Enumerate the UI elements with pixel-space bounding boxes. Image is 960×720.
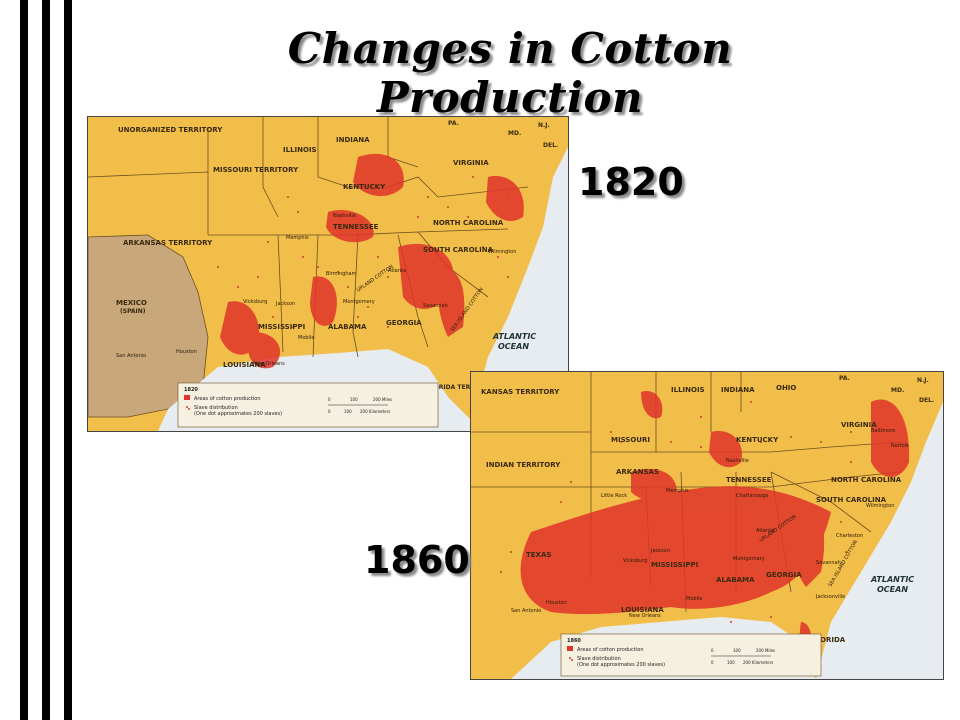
city-label: Houston [546, 600, 567, 606]
state-label: TENNESSEE [726, 476, 772, 484]
city-label: San Antonio [116, 353, 146, 359]
city-label: Jackson [275, 301, 295, 307]
state-label: NORTH CAROLINA [831, 476, 902, 484]
state-label: ALABAMA [328, 323, 367, 331]
city-label: Little Rock [601, 493, 627, 499]
city-label: New Orleans [629, 613, 661, 619]
state-label: MEXICO [116, 299, 147, 307]
state-label: TENNESSEE [333, 223, 379, 231]
city-label: Savannah [423, 303, 448, 309]
scale-label: 100 [733, 648, 741, 653]
city-label: Montgomery [343, 299, 375, 305]
decorative-bar-3 [64, 0, 72, 720]
city-label: Jackson [650, 548, 670, 554]
state-label: MISSOURI TERRITORY [213, 166, 299, 174]
state-label: INDIANA [336, 136, 370, 144]
city-label: Vicksburg [243, 299, 267, 305]
city-label: Chattanooga [736, 493, 768, 499]
state-label: ALABAMA [716, 576, 755, 584]
state-label: INDIAN TERRITORY [486, 461, 561, 469]
scale-label: 100 [350, 397, 358, 402]
city-label: San Antonio [511, 608, 541, 614]
slide-title: Changes in Cotton Production [150, 24, 870, 122]
state-label: KENTUCKY [736, 436, 779, 444]
decorative-bar-2 [42, 0, 50, 720]
map-1860-svg: KANSAS TERRITORY ILLINOIS INDIANA OHIO P… [471, 372, 943, 679]
decorative-bar-1 [20, 0, 28, 720]
map-1860-legend: 1860 Areas of cotton production Slave di… [561, 634, 821, 676]
city-label: Memphis [666, 488, 689, 494]
city-label: New Orleans [253, 361, 285, 367]
scale-label: 200 Miles [756, 648, 775, 653]
city-label: Memphis [286, 235, 309, 241]
ocean-label: OCEAN [877, 585, 908, 594]
city-label: Wilmington [866, 503, 894, 509]
legend-year: 1820 [184, 387, 198, 393]
state-label: (SPAIN) [120, 308, 146, 315]
city-label: Birmingham [326, 271, 357, 277]
city-label: Charleston [836, 533, 863, 539]
city-label: Vicksburg [623, 558, 647, 564]
state-label: GEORGIA [386, 319, 422, 327]
state-label: DEL. [919, 397, 934, 404]
legend-year: 1860 [567, 638, 581, 644]
city-label: Montgomery [733, 556, 765, 562]
city-label: Norfolk [891, 443, 909, 449]
ocean-label: ATLANTIC [870, 575, 914, 584]
ocean-label: OCEAN [498, 342, 529, 351]
scale-label: 200 Miles [373, 397, 392, 402]
state-label: MISSISSIPPI [651, 561, 698, 569]
legend-item: Areas of cotton production [194, 396, 261, 402]
state-label: OHIO [776, 384, 796, 392]
ocean-label: ATLANTIC [492, 332, 536, 341]
state-label: N.J. [917, 377, 929, 384]
state-label: MD. [508, 130, 521, 137]
city-label: Nashville [333, 213, 356, 219]
legend-item: (One dot approximates 200 slaves) [194, 411, 282, 417]
state-label: PA. [839, 375, 850, 382]
state-label: ARKANSAS TERRITORY [123, 239, 213, 247]
city-label: Jacksonville [815, 594, 845, 600]
state-label: N.J. [538, 122, 550, 129]
scale-label: 200 Kilometers [743, 660, 773, 665]
state-label: KANSAS TERRITORY [481, 388, 560, 396]
state-label: KENTUCKY [343, 183, 386, 191]
state-label: ILLINOIS [283, 146, 317, 154]
year-label-1860: 1860 [364, 538, 470, 582]
state-label: DEL. [543, 142, 558, 149]
state-label: MD. [891, 387, 904, 394]
legend-item: Areas of cotton production [577, 647, 644, 653]
state-label: VIRGINIA [453, 159, 489, 167]
city-label: Houston [176, 349, 197, 355]
city-label: Wilmington [488, 249, 516, 255]
map-1860: KANSAS TERRITORY ILLINOIS INDIANA OHIO P… [470, 371, 944, 680]
scale-label: 100 [727, 660, 735, 665]
state-label: NORTH CAROLINA [433, 219, 504, 227]
scale-label: 100 [344, 409, 352, 414]
city-label: Mobile [686, 596, 702, 602]
state-label: ILLINOIS [671, 386, 705, 394]
city-label: Savannah [816, 560, 841, 566]
state-label: MISSOURI [611, 436, 650, 444]
state-label: UNORGANIZED TERRITORY [118, 126, 223, 134]
state-label: GEORGIA [766, 571, 802, 579]
map-1820-legend: 1820 Areas of cotton production Slave di… [178, 383, 438, 427]
city-label: Nashville [726, 458, 749, 464]
city-label: Baltimore [871, 428, 895, 434]
state-label: PA. [448, 120, 459, 127]
state-label: TEXAS [526, 551, 551, 559]
state-label: MISSISSIPPI [258, 323, 305, 331]
legend-item: (One dot approximates 200 slaves) [577, 662, 665, 668]
city-label: Mobile [298, 335, 314, 341]
year-label-1820: 1820 [578, 160, 684, 204]
scale-label: 200 Kilometers [360, 409, 390, 414]
state-label: INDIANA [721, 386, 755, 394]
state-label: ARKANSAS [616, 468, 659, 476]
state-label: SOUTH CAROLINA [423, 246, 494, 254]
